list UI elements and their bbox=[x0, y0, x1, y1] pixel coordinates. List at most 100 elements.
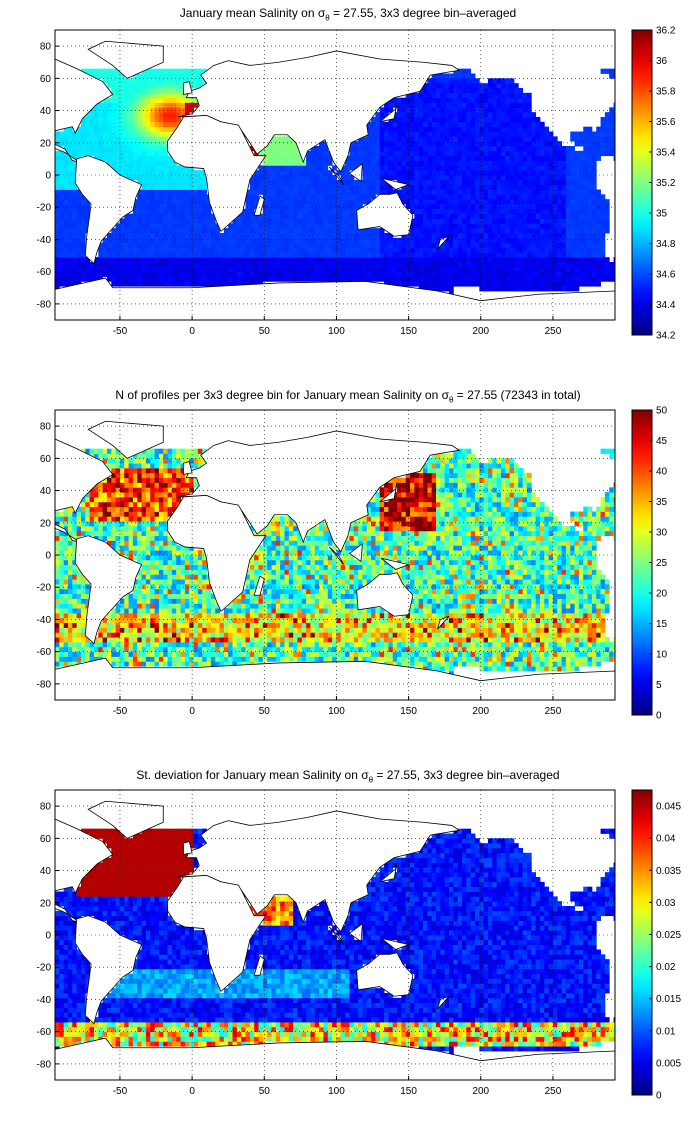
heatmap-cell bbox=[63, 511, 69, 517]
heatmap-cell bbox=[59, 661, 65, 667]
heatmap-cell bbox=[193, 218, 199, 224]
heatmap-cell bbox=[254, 199, 259, 205]
heatmap-cell bbox=[141, 584, 147, 590]
heatmap-cell bbox=[141, 458, 147, 464]
heatmap-cell bbox=[587, 247, 593, 253]
heatmap-cell bbox=[76, 588, 82, 595]
heatmap-cell bbox=[349, 146, 355, 152]
heatmap-cell bbox=[513, 271, 519, 277]
heatmap-cell bbox=[176, 189, 181, 195]
heatmap-cell bbox=[67, 656, 73, 662]
heatmap-cell bbox=[76, 276, 82, 282]
heatmap-cell bbox=[98, 262, 104, 268]
heatmap-cell bbox=[254, 228, 259, 234]
heatmap-cell bbox=[236, 223, 242, 229]
heatmap-cell bbox=[306, 155, 311, 161]
heatmap-cell bbox=[457, 141, 463, 147]
heatmap-cell bbox=[63, 262, 69, 268]
heatmap-cell bbox=[462, 179, 467, 186]
heatmap-cell bbox=[440, 233, 446, 239]
heatmap-cell bbox=[171, 88, 177, 94]
heatmap-cell bbox=[167, 73, 173, 79]
heatmap-cell bbox=[552, 213, 558, 219]
heatmap-cell bbox=[72, 540, 78, 546]
heatmap-cell bbox=[132, 646, 138, 653]
heatmap-cell bbox=[539, 189, 545, 195]
heatmap-cell bbox=[297, 204, 303, 210]
heatmap-cell bbox=[423, 228, 428, 234]
heatmap-cell bbox=[93, 146, 99, 152]
heatmap-cell bbox=[574, 150, 580, 157]
heatmap-cell bbox=[414, 121, 420, 128]
heatmap-cell bbox=[397, 281, 402, 287]
heatmap-cell bbox=[63, 242, 69, 248]
heatmap-cell bbox=[410, 155, 415, 161]
heatmap-cell bbox=[158, 271, 164, 277]
heatmap-cell bbox=[193, 213, 199, 219]
heatmap-cell bbox=[158, 276, 164, 282]
heatmap-cell bbox=[453, 237, 459, 244]
heatmap-cell bbox=[332, 252, 337, 258]
heatmap-cell bbox=[492, 170, 498, 176]
heatmap-cell bbox=[583, 208, 588, 215]
heatmap-cell bbox=[587, 199, 593, 205]
heatmap-cell bbox=[132, 627, 138, 633]
heatmap-cell bbox=[145, 204, 151, 210]
heatmap-cell bbox=[80, 131, 86, 137]
heatmap-cell bbox=[132, 530, 138, 537]
heatmap-cell bbox=[76, 131, 82, 137]
heatmap-cell bbox=[535, 204, 541, 210]
heatmap-cell bbox=[119, 661, 125, 667]
heatmap-cell bbox=[392, 276, 398, 282]
heatmap-cell bbox=[102, 242, 108, 248]
heatmap-cell bbox=[128, 175, 134, 181]
heatmap-cell bbox=[349, 184, 355, 190]
heatmap-cell bbox=[137, 511, 142, 517]
heatmap-cell bbox=[72, 555, 78, 561]
heatmap-cell bbox=[440, 165, 446, 171]
heatmap-cell bbox=[449, 107, 454, 113]
heatmap-cell bbox=[500, 276, 506, 282]
heatmap-cell bbox=[63, 165, 69, 171]
heatmap-cell bbox=[509, 107, 515, 113]
heatmap-cell bbox=[449, 141, 454, 147]
heatmap-cell bbox=[366, 160, 372, 166]
heatmap-cell bbox=[85, 276, 91, 282]
heatmap-cell bbox=[492, 160, 498, 166]
heatmap-cell bbox=[254, 252, 259, 258]
heatmap-cell bbox=[526, 107, 532, 113]
heatmap-cell bbox=[526, 247, 532, 253]
heatmap-cell bbox=[570, 194, 575, 200]
heatmap-cell bbox=[128, 97, 134, 103]
heatmap-cell bbox=[431, 233, 437, 239]
heatmap-cell bbox=[314, 165, 320, 171]
heatmap-cell bbox=[410, 276, 415, 282]
heatmap-cell bbox=[89, 136, 95, 142]
heatmap-cell bbox=[531, 271, 537, 277]
heatmap-cell bbox=[141, 160, 147, 166]
heatmap-cell bbox=[267, 266, 272, 273]
heatmap-cell bbox=[245, 208, 251, 215]
heatmap-cell bbox=[293, 179, 298, 186]
heatmap-cell bbox=[297, 252, 303, 258]
heatmap-cell bbox=[548, 160, 554, 166]
heatmap-cell bbox=[80, 204, 86, 210]
heatmap-cell bbox=[72, 603, 78, 609]
heatmap-cell bbox=[93, 530, 99, 537]
heatmap-cell bbox=[444, 252, 450, 258]
heatmap-cell bbox=[522, 126, 528, 132]
heatmap-cell bbox=[513, 97, 519, 103]
heatmap-cell bbox=[496, 126, 502, 132]
heatmap-cell bbox=[509, 126, 515, 132]
heatmap-cell bbox=[565, 247, 571, 253]
heatmap-cell bbox=[487, 194, 493, 200]
heatmap-cell bbox=[115, 521, 121, 527]
heatmap-cell bbox=[583, 213, 588, 219]
heatmap-cell bbox=[193, 97, 199, 103]
heatmap-cell bbox=[591, 223, 597, 229]
heatmap-cell bbox=[275, 146, 281, 152]
heatmap-cell bbox=[479, 233, 485, 239]
heatmap-cell bbox=[80, 593, 86, 599]
heatmap-cell bbox=[431, 97, 437, 103]
heatmap-cell bbox=[522, 170, 528, 176]
